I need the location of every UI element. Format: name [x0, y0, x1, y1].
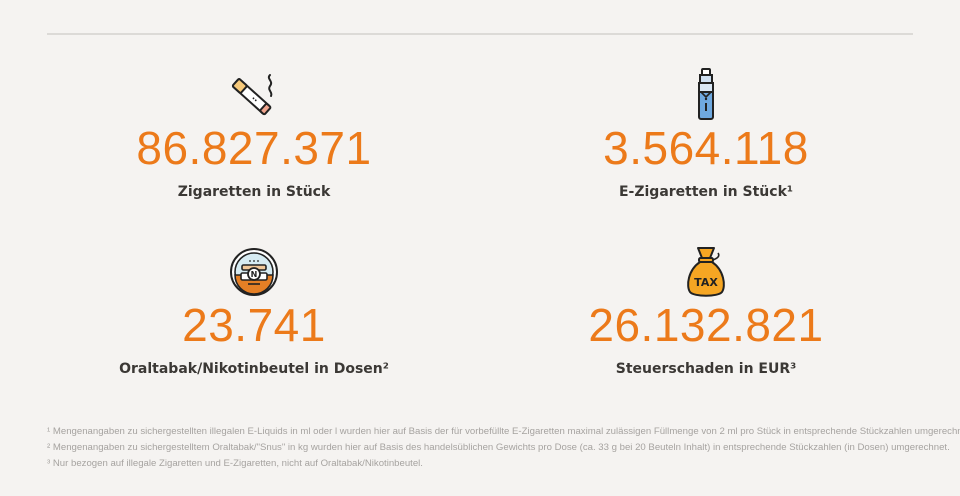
stat-e-cigarettes: 3.564.118 E-Zigaretten in Stück¹ — [496, 67, 916, 202]
stat-cigarettes: 86.827.371 Zigaretten in Stück — [44, 67, 464, 202]
stat-value: 3.564.118 — [603, 122, 809, 174]
svg-text:N: N — [251, 270, 258, 279]
footnote-2: ² Mengenangaben zu sichergestelltem Oral… — [47, 442, 950, 453]
stat-oral-tobacco: N 23.741 Oraltabak/Nikotinbeutel in Dose… — [44, 244, 464, 379]
stat-label: Steuerschaden in EUR³ — [615, 361, 797, 377]
e-cigarette-icon — [676, 67, 736, 123]
footnote-3: ³ Nur bezogen auf illegale Zigaretten un… — [47, 458, 423, 469]
stat-tax-damage: TAX 26.132.821 Steuerschaden in EUR³ — [496, 244, 916, 379]
svg-text:TAX: TAX — [694, 276, 718, 289]
stat-value: 26.132.821 — [588, 299, 824, 351]
stat-label: Oraltabak/Nikotinbeutel in Dosen² — [119, 361, 389, 377]
stat-label: Zigaretten in Stück — [177, 184, 331, 200]
snus-tin-icon: N — [224, 244, 284, 300]
top-divider — [47, 33, 913, 35]
stat-label: E-Zigaretten in Stück¹ — [618, 184, 794, 200]
stat-value: 86.827.371 — [136, 122, 372, 174]
footnote-1: ¹ Mengenangaben zu sichergestellten ille… — [47, 426, 960, 437]
stat-value: 23.741 — [182, 299, 326, 351]
cigarette-icon — [224, 67, 284, 123]
footnotes: ¹ Mengenangaben zu sichergestellten ille… — [47, 424, 960, 472]
tax-bag-icon: TAX — [676, 244, 736, 300]
